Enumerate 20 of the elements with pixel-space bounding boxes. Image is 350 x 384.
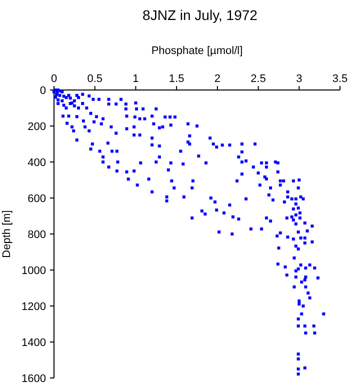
x-tick-label: 1.5 [168,73,184,85]
x-tick-label: 0.5 [87,73,103,85]
y-tick-label: 200 [28,120,46,133]
x-tick-label: 1 [132,73,139,85]
chart-title: 8JNZ in July, 1972 [142,7,258,23]
y-axis-title: Depth [m] [1,210,13,258]
y-tick-label: 600 [28,192,46,205]
x-tick-label: 3.5 [332,73,348,85]
x-tick-label: 2.5 [250,73,266,85]
y-tick-label: 400 [28,156,46,169]
y-tick-label: 0 [40,84,46,97]
x-tick-label: 0 [50,73,58,85]
y-tick-label: 1000 [22,264,46,277]
y-tick-label: 1400 [22,336,46,349]
y-tick-label: 1600 [22,372,46,384]
y-tick-label: 1200 [22,300,46,313]
x-axis-title: Phosphate [µmol/l] [151,45,243,57]
x-tick-label: 3 [296,73,302,85]
x-tick-label: 2 [214,73,220,85]
y-tick-label: 800 [28,228,46,241]
